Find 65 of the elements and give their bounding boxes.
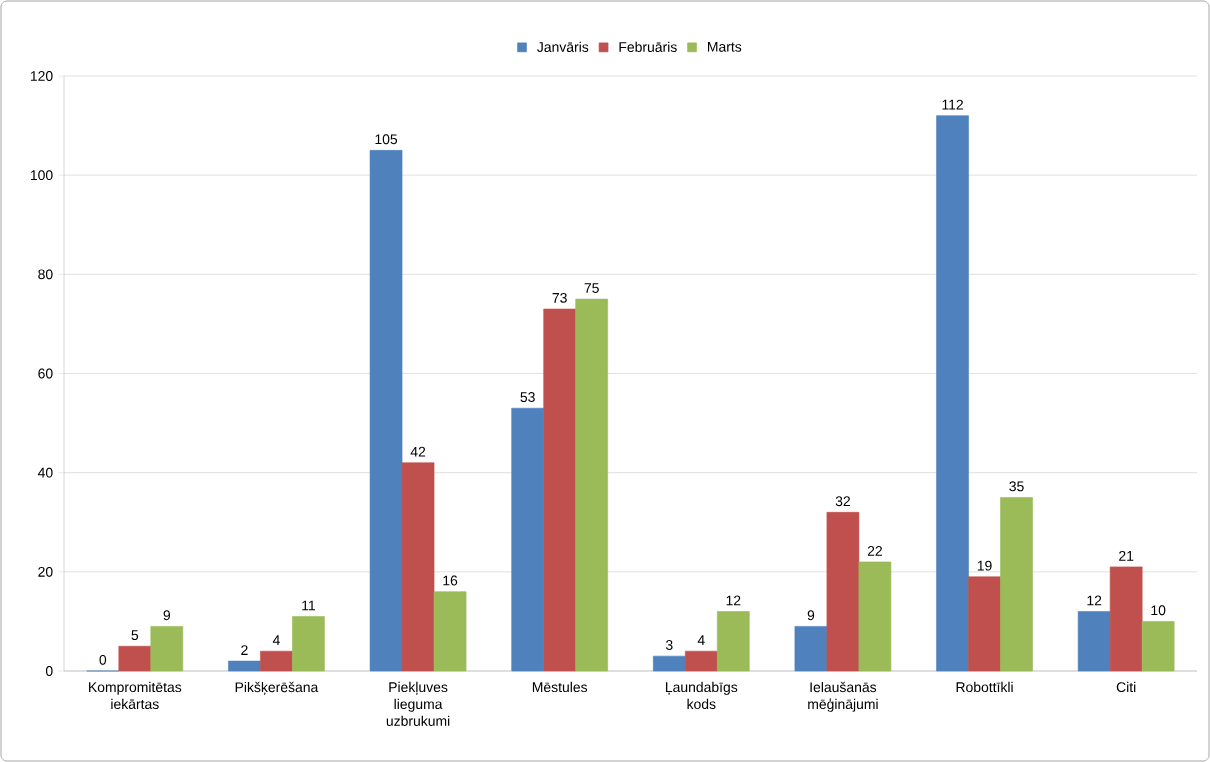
bar (575, 298, 608, 672)
bar (401, 462, 435, 672)
y-tick-label: 100 (30, 170, 53, 181)
data-label: 5 (131, 630, 139, 641)
data-label: 73 (552, 292, 567, 303)
x-tick-label: Ielaušanās mēģinājumi (808, 681, 878, 712)
y-tick-label: 40 (37, 467, 53, 478)
y-tick-label: 80 (38, 269, 53, 280)
data-label: 10 (1151, 605, 1166, 616)
bar (968, 576, 1001, 672)
bar (717, 611, 750, 672)
data-label: 35 (1009, 481, 1024, 492)
data-label: 112 (942, 99, 963, 110)
legend-label: Februāris (619, 41, 677, 53)
bar (1000, 497, 1033, 672)
data-label: 19 (977, 560, 992, 571)
data-label: 53 (520, 392, 535, 403)
y-tick-label: 0 (45, 666, 53, 676)
bar (260, 650, 293, 672)
data-label: 4 (272, 635, 280, 645)
x-tick-label: Robottīkli (956, 681, 1013, 693)
x-tick-label: Pikšķerēšana (235, 681, 319, 695)
data-label: 3 (665, 640, 673, 650)
bar (826, 512, 860, 672)
bar (936, 115, 969, 672)
bar (858, 561, 892, 672)
bar (1077, 611, 1111, 672)
y-tick-label: 120 (30, 71, 53, 81)
bar (292, 616, 325, 672)
x-tick-label: Citi (1116, 681, 1136, 693)
bar (543, 308, 576, 672)
data-label: 9 (163, 610, 171, 621)
bar (433, 591, 467, 672)
data-label: 75 (584, 283, 599, 293)
data-label: 32 (835, 496, 850, 507)
legend-label: Marts (708, 42, 742, 52)
data-label: 105 (375, 134, 398, 145)
bar (118, 645, 152, 672)
bar (1141, 621, 1175, 672)
x-tick-label: Mēstules (532, 681, 588, 693)
data-label: 12 (1087, 595, 1102, 606)
x-tick-label: Ļaundabīgs kods (665, 681, 738, 710)
bar (228, 660, 261, 672)
data-label: 22 (867, 545, 882, 556)
bar (150, 626, 184, 672)
y-tick-label: 60 (38, 368, 53, 379)
data-label: 11 (302, 600, 315, 611)
data-label: 21 (1119, 550, 1134, 561)
data-label: 2 (241, 645, 248, 655)
data-label: 4 (697, 635, 705, 645)
data-label: 9 (807, 610, 815, 621)
data-label: 42 (410, 446, 426, 457)
y-tick-label: 20 (38, 566, 53, 577)
data-label: 0 (99, 654, 107, 665)
legend-label: Janvāris (537, 41, 589, 53)
bar (511, 407, 544, 672)
x-tick-label: Kompromitētas iekārtas (89, 681, 182, 710)
bar (794, 626, 828, 672)
data-label: 12 (726, 595, 741, 606)
data-label: 16 (443, 575, 458, 586)
x-tick-label: Piekļuves lieguma uzbrukumi (386, 681, 450, 726)
bar (369, 150, 403, 672)
bar (685, 650, 718, 672)
bar (653, 655, 686, 672)
bar (1109, 566, 1143, 672)
